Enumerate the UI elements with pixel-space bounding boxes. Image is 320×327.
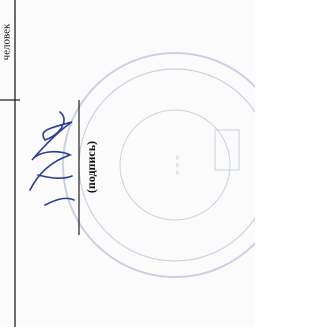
document-scan: * * * человек (подпись)	[0, 0, 255, 327]
unit-label: человек	[1, 23, 13, 60]
svg-text:* * *: * * *	[174, 155, 185, 175]
page: * * * человек (подпись) (() => { const d…	[0, 0, 255, 327]
paper	[0, 0, 255, 327]
signature-caption: (подпись)	[84, 141, 98, 193]
